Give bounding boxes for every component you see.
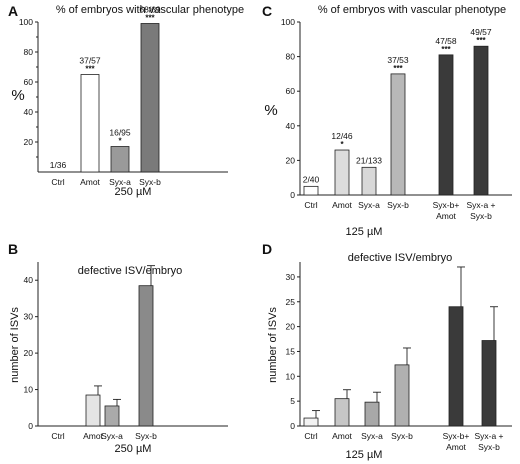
y-tick-label: 100 <box>281 17 295 27</box>
y-axis-label: number of ISVs <box>267 307 279 383</box>
y-axis-label: % <box>11 87 24 104</box>
count-label: 47/58 <box>435 36 457 46</box>
category-label: Syx-a + Syx-b <box>466 200 495 221</box>
y-tick-label: 80 <box>286 52 296 62</box>
y-tick-label: 20 <box>286 322 296 332</box>
panel-label: C <box>262 3 272 19</box>
bar-syx-b <box>390 73 406 196</box>
count-label: 1/36 <box>50 160 67 170</box>
y-tick-label: 15 <box>286 346 296 356</box>
bar-syx-b-amot <box>438 54 454 196</box>
panel-label: B <box>8 241 18 257</box>
category-label: Syx-b+ Amot <box>443 431 470 452</box>
count-label: 49/57 <box>470 27 492 37</box>
category-label: Amot <box>332 200 352 210</box>
bar-ctrl <box>303 185 319 196</box>
panel-label: D <box>262 241 272 257</box>
y-tick-label: 20 <box>24 137 34 147</box>
y-tick-label: 60 <box>24 77 34 87</box>
y-tick-label: 40 <box>286 121 296 131</box>
category-label: Ctrl <box>304 431 317 441</box>
bar-amot <box>85 394 101 427</box>
category-label: Syx-a <box>101 431 123 441</box>
count-label: 2/40 <box>303 174 320 184</box>
y-tick-label: 0 <box>28 421 33 431</box>
bar-syx-a <box>364 401 380 427</box>
bar-syx-a <box>104 405 120 427</box>
bar-syx-a-syx-b <box>481 340 497 427</box>
bar-syx-a <box>110 146 130 173</box>
bar-amot <box>80 74 100 173</box>
y-axis-label: number of ISVs <box>9 307 21 383</box>
panel-label: A <box>8 3 18 19</box>
x-axis-label: 250 µM <box>115 186 152 198</box>
y-tick-label: 25 <box>286 297 296 307</box>
category-label: Syx-a <box>358 200 380 210</box>
category-label: Syx-b <box>391 431 413 441</box>
significance-label: * <box>118 137 122 146</box>
bar-amot <box>334 398 350 427</box>
x-axis-label: 125 µM <box>346 226 383 238</box>
count-label: 37/53 <box>387 55 409 65</box>
panel-c: C % of embryos with vascular phenotype 0 20… <box>262 3 512 238</box>
y-tick-label: 40 <box>24 107 34 117</box>
significance-label: * <box>340 140 344 149</box>
category-label: Amot <box>332 431 352 441</box>
chart-title: defective ISV/embryo <box>348 252 453 264</box>
category-label: Ctrl <box>51 431 64 441</box>
category-label: Ctrl <box>51 177 64 187</box>
category-label: Syx-a <box>361 431 383 441</box>
x-axis-label: 250 µM <box>115 443 152 455</box>
y-tick-label: 30 <box>286 272 296 282</box>
chart-title: % of embryos with vascular phenotype <box>318 4 506 16</box>
bar-syx-b <box>138 285 154 427</box>
y-tick-label: 5 <box>290 396 295 406</box>
bar-syx-b <box>394 364 410 427</box>
count-label: 16/95 <box>109 128 131 138</box>
bar-amot <box>334 149 350 196</box>
y-tick-label: 20 <box>286 155 296 165</box>
chart-title: % of embryos with vascular phenotype <box>56 4 244 16</box>
significance-label: *** <box>85 65 95 74</box>
bar-syx-b-amot <box>448 306 464 427</box>
significance-label: *** <box>145 14 155 23</box>
significance-label: *** <box>393 64 403 73</box>
chart-title: defective ISV/embryo <box>78 265 183 277</box>
bar-syx-b <box>140 23 160 173</box>
bar-ctrl <box>303 417 319 427</box>
category-label: Syx-a <box>109 177 131 187</box>
y-axis-label: % <box>264 102 277 119</box>
y-tick-label: 20 <box>24 348 34 358</box>
count-label: 68/69 <box>139 5 161 15</box>
count-label: 37/57 <box>79 56 101 66</box>
y-tick-label: 100 <box>19 17 33 27</box>
category-label: Syx-b+ Amot <box>433 200 460 221</box>
count-label: 12/46 <box>331 131 353 141</box>
significance-label: *** <box>476 36 486 45</box>
category-label: Ctrl <box>304 200 317 210</box>
count-label: 21/133 <box>356 155 382 165</box>
category-label: Syx-b <box>135 431 157 441</box>
category-label: Amot <box>80 177 100 187</box>
y-tick-label: 10 <box>286 371 296 381</box>
y-tick-label: 60 <box>286 86 296 96</box>
bar-syx-a-syx-b <box>473 45 489 196</box>
category-label: Amot <box>83 431 103 441</box>
category-label: Syx-b <box>387 200 409 210</box>
panel-a: A % of embryos with vascular phenotype 20 4… <box>8 3 244 198</box>
significance-label: *** <box>441 45 451 54</box>
y-tick-label: 40 <box>24 275 34 285</box>
y-tick-label: 0 <box>290 190 295 200</box>
y-tick-label: 80 <box>24 47 34 57</box>
category-label: Syx-b <box>139 177 161 187</box>
y-tick-label: 10 <box>24 385 34 395</box>
x-axis-label: 125 µM <box>346 449 383 461</box>
category-label: Syx-a + Syx-b <box>474 431 503 452</box>
bar-syx-a <box>361 166 377 196</box>
y-tick-label: 30 <box>24 312 34 322</box>
y-tick-label: 0 <box>290 421 295 431</box>
